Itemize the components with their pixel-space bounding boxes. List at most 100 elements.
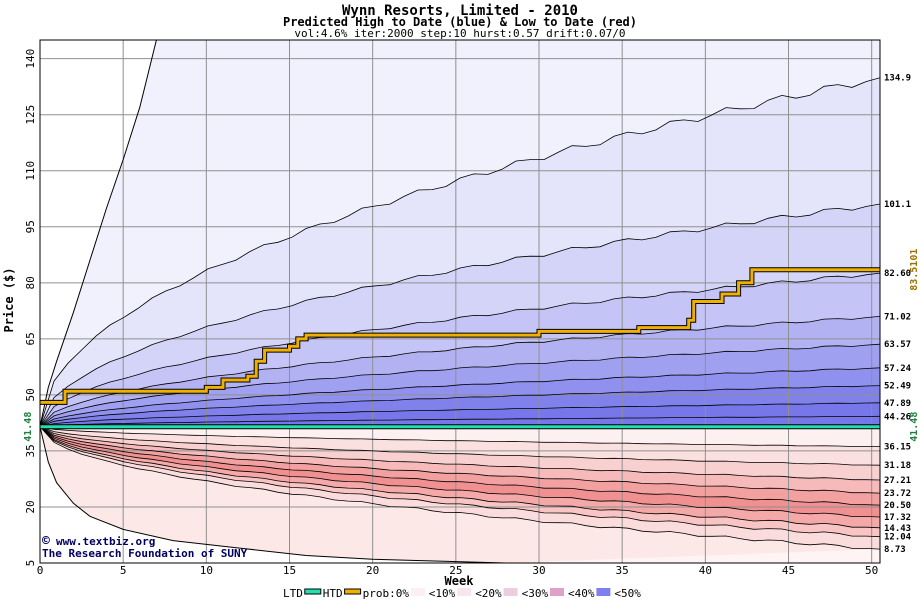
low-band-line-2 — [40, 426, 880, 466]
x-tick-label: 20 — [366, 564, 379, 577]
band-end-labels: 134.9 101.1 82.60 71.02 63.57 57.24 52.49 47.89… — [23, 74, 920, 555]
legend-label: <30% — [522, 587, 549, 600]
legend-label: LTD — [283, 587, 303, 600]
high-band-5 — [40, 316, 880, 427]
outer-high-line — [40, 40, 157, 427]
x-tick-label: 25 — [449, 564, 462, 577]
legend-fill-swatch — [410, 588, 425, 596]
high-band-9 — [40, 402, 880, 427]
y-axis-label: Price ($) — [2, 267, 16, 332]
high-band-8 — [40, 385, 880, 427]
y-tick-label: 140 — [24, 49, 37, 69]
low-band-6 — [40, 426, 880, 517]
high-band-line-4 — [40, 316, 880, 427]
low-band-5 — [40, 426, 880, 506]
high-band-line-9 — [40, 415, 880, 428]
high-band-end-label: 71.02 — [884, 312, 911, 322]
tick-labels: 0 5 10 15 20 25 30 35 40 45 5052035506580951101251… — [24, 49, 878, 577]
start-price-label-left: 41.48 — [23, 412, 34, 442]
y-tick-label: 110 — [24, 161, 37, 181]
x-tick-label: 0 — [37, 564, 44, 577]
high-band-4 — [40, 273, 880, 427]
x-tick-label: 35 — [616, 564, 629, 577]
chart-params: vol:4.6% iter:2000 step:10 hurst:0.57 dr… — [294, 27, 625, 40]
low-band-9 — [40, 426, 880, 550]
legend-fill-swatch — [457, 588, 472, 596]
low-band-line-3 — [40, 426, 880, 481]
low-band-3 — [40, 426, 880, 480]
low-band-end-label: 17.32 — [884, 513, 911, 523]
high-band-2 — [40, 77, 880, 427]
high-band-core — [40, 416, 880, 427]
x-tick-label: 5 — [120, 564, 127, 577]
legend-label: prob:0% — [363, 587, 410, 600]
outer-low-line — [40, 426, 506, 563]
x-axis-label: Week — [445, 574, 475, 588]
low-band-end-label: 14.43 — [884, 524, 911, 534]
y-tick-label: 125 — [24, 105, 37, 125]
high-band-line-2 — [40, 203, 880, 427]
low-band-end-label: 12.04 — [884, 533, 912, 543]
x-tick-label: 45 — [782, 564, 795, 577]
chart-title: Wynn Resorts, Limited - 2010 — [342, 3, 578, 19]
high-band-end-label: 47.89 — [884, 399, 911, 409]
y-tick-label: 5 — [24, 560, 37, 567]
low-band-line-6 — [40, 426, 880, 518]
x-tick-label: 40 — [699, 564, 712, 577]
x-tick-label: 15 — [283, 564, 296, 577]
low-band-line-5 — [40, 426, 880, 506]
high-band-line-7 — [40, 385, 880, 428]
legend-label: <20% — [475, 587, 502, 600]
low-band-line-9 — [40, 426, 880, 550]
high-band-end-label: 57.24 — [884, 364, 912, 374]
low-band-end-label: 20.50 — [884, 501, 911, 511]
low-band-end-label: 23.72 — [884, 489, 911, 499]
high-band-end-label: 44.26 — [884, 412, 911, 422]
legend-label: <50% — [614, 587, 641, 600]
probability-bands — [40, 40, 880, 563]
current-high-label: 83.5101 — [909, 249, 920, 291]
legend-line-swatch — [344, 588, 362, 595]
legend-label: <10% — [429, 587, 456, 600]
series-lines — [40, 267, 880, 430]
high-band-end-label: 101.1 — [884, 200, 911, 210]
credit-org: The Research Foundation of SUNY — [42, 547, 248, 560]
y-tick-label: 20 — [24, 500, 37, 513]
y-tick-label: 80 — [24, 276, 37, 289]
y-tick-label: 50 — [24, 388, 37, 401]
low-band-end-label: 8.73 — [884, 545, 906, 555]
low-band-2 — [40, 426, 880, 466]
low-band-1 — [40, 426, 880, 447]
low-band-tail — [40, 426, 880, 563]
y-tick-label: 65 — [24, 332, 37, 345]
x-tick-label: 30 — [532, 564, 545, 577]
legend-line-swatch — [304, 588, 322, 595]
high-band-6 — [40, 344, 880, 427]
start-price-label-right: 41.48 — [909, 412, 920, 442]
low-band-line-4 — [40, 426, 880, 494]
high-band-1 — [40, 40, 880, 427]
copyright-icon: © — [42, 534, 50, 549]
low-band-7 — [40, 426, 880, 528]
high-to-date-line — [40, 268, 880, 404]
chart-subtitle: Predicted High to Date (blue) & Low to D… — [283, 15, 637, 29]
low-band-end-label: 36.15 — [884, 443, 911, 453]
x-tick-label: 10 — [200, 564, 213, 577]
high-band-end-label: 52.49 — [884, 382, 911, 392]
credit-block: © www.textbiz.org The Research Foundatio… — [42, 534, 248, 560]
low-band-end-label: 27.21 — [884, 476, 911, 486]
credit-site: www.textbiz.org — [56, 535, 155, 548]
low-band-end-label: 31.18 — [884, 461, 911, 471]
low-band-line-7 — [40, 426, 880, 529]
legend-fill-swatch — [503, 588, 518, 596]
legend-fill-swatch — [596, 588, 611, 596]
high-band-line-1 — [40, 77, 880, 427]
axes — [39, 39, 881, 564]
high-band-line-6 — [40, 367, 880, 428]
legend: LTD HTD prob:0% <10% <20% <30% <40% <50% — [283, 587, 641, 600]
low-band-line-1 — [40, 426, 880, 447]
legend-label: <40% — [568, 587, 595, 600]
high-band-line-8 — [40, 402, 880, 428]
low-band-8 — [40, 426, 880, 537]
